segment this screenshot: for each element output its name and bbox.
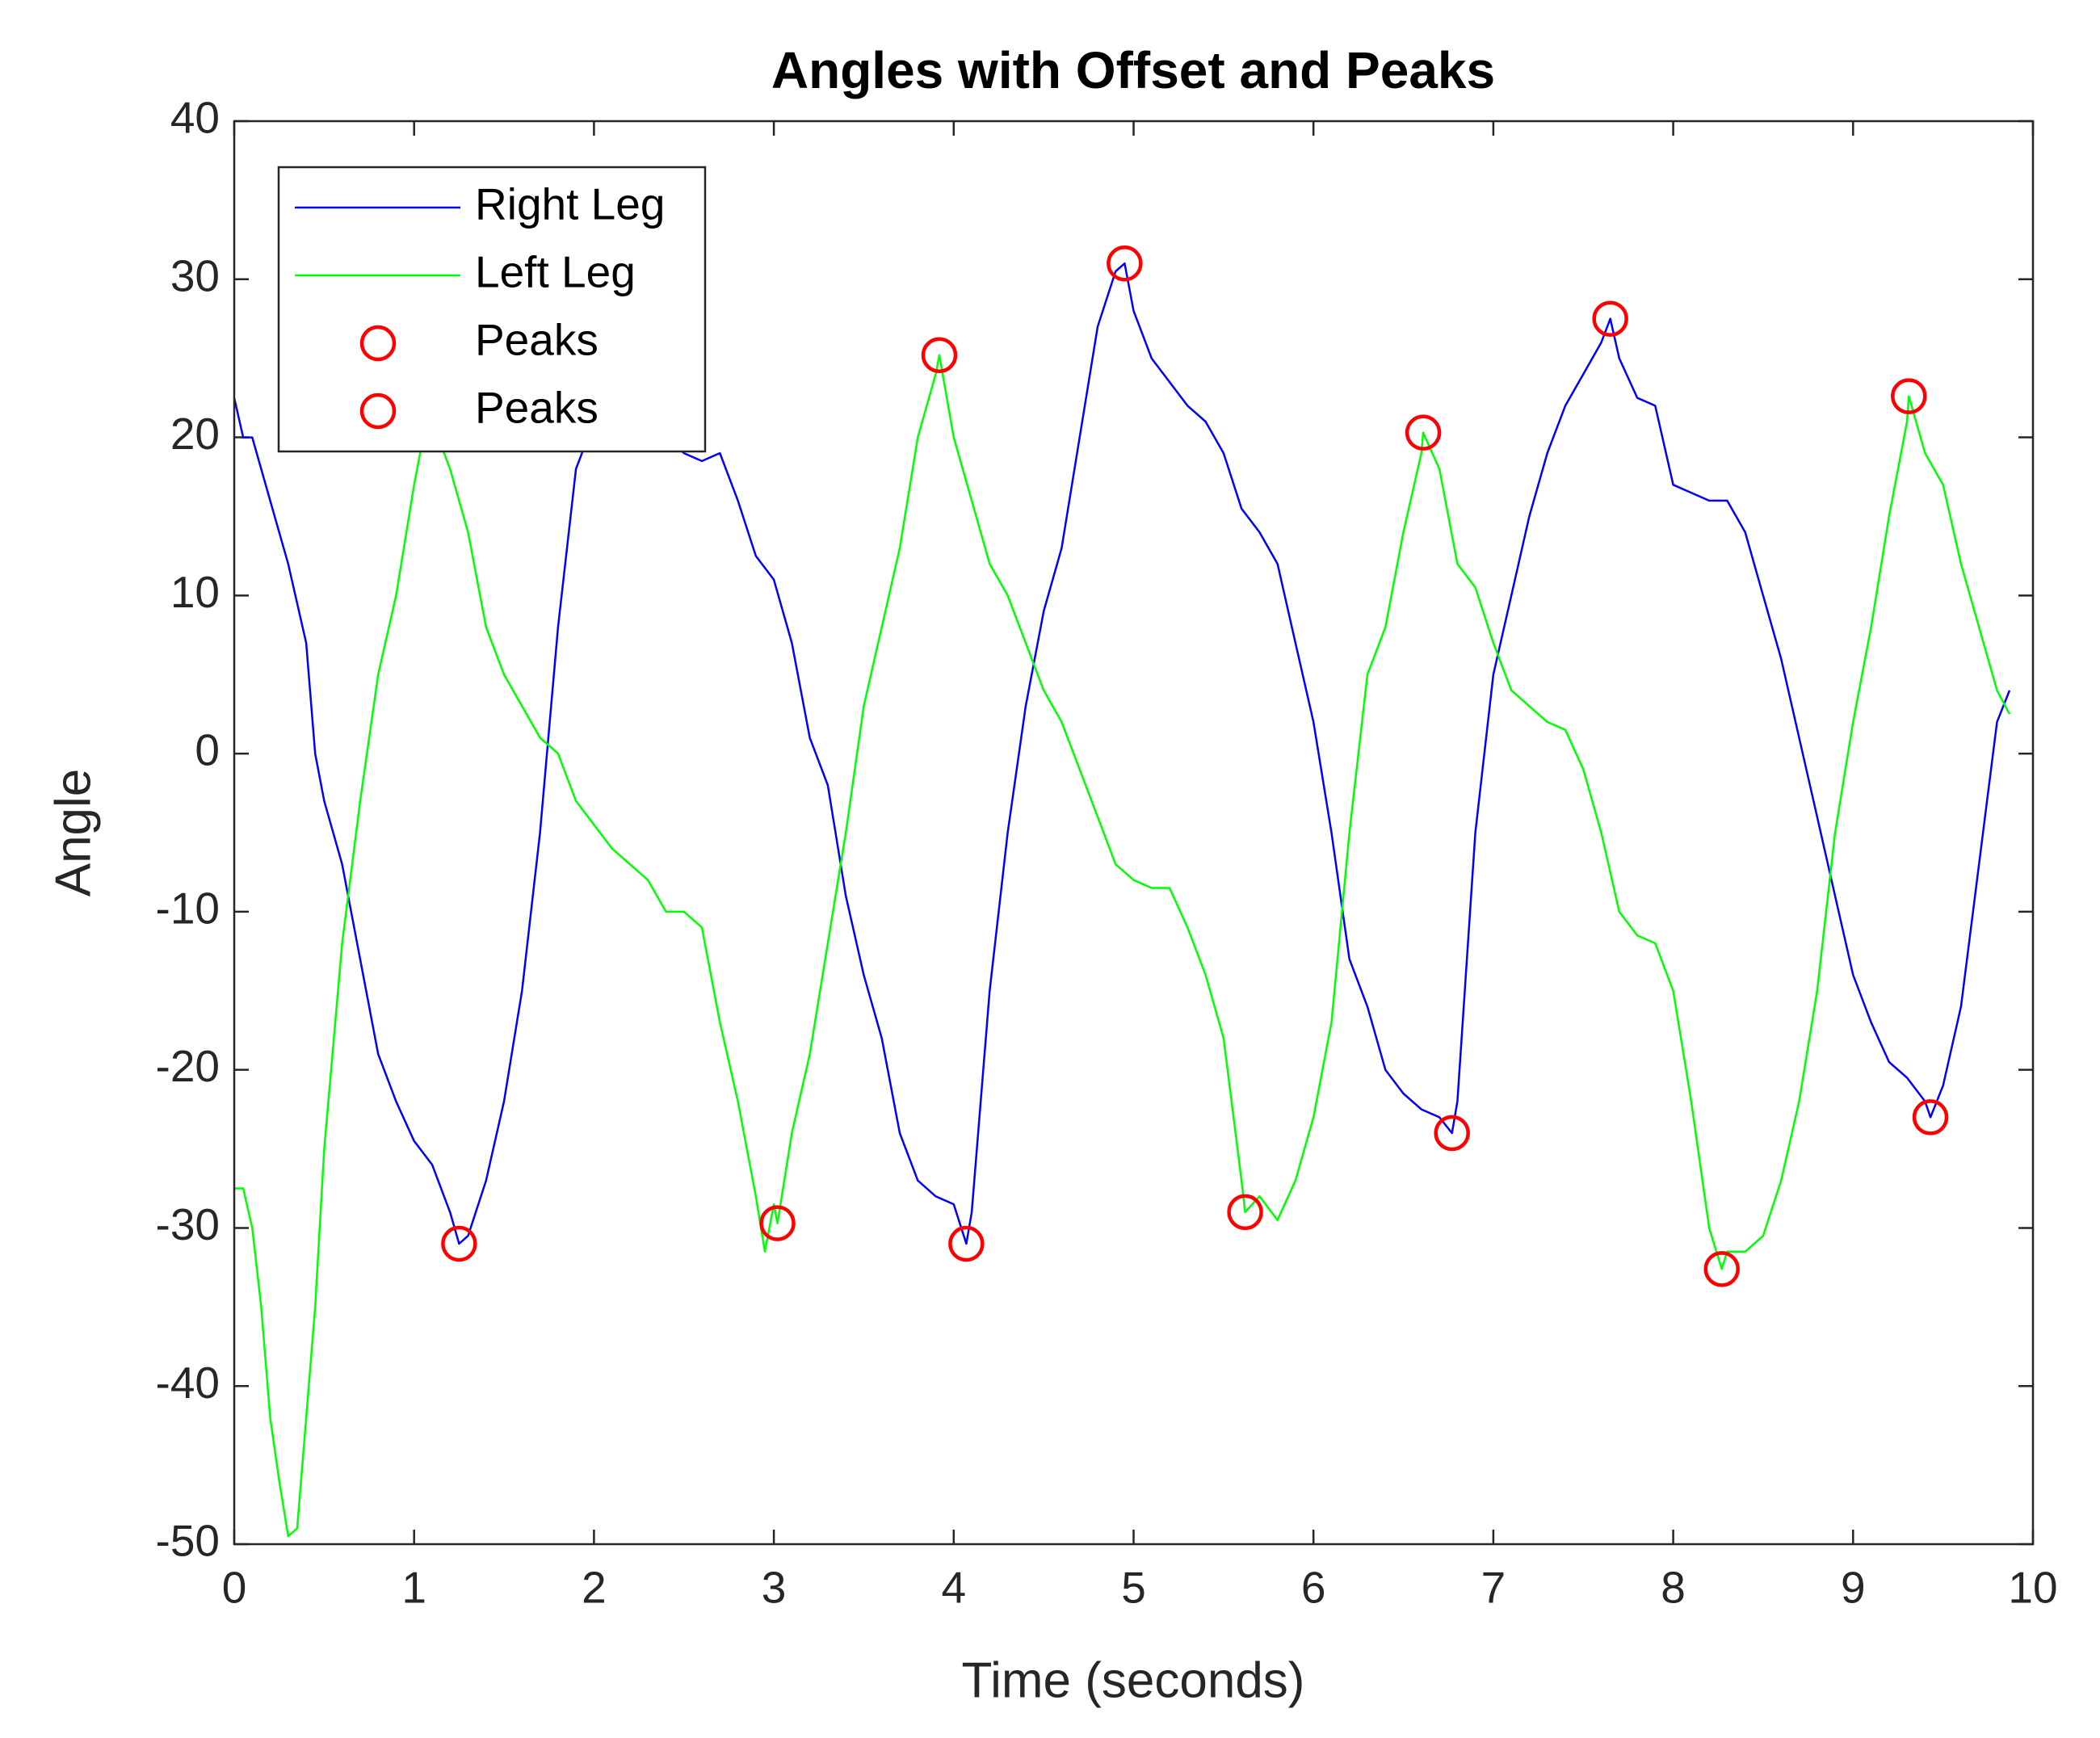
y-tick-label: -10 — [156, 883, 220, 933]
series-line — [233, 262, 2011, 1245]
peak-marker — [1434, 1115, 1470, 1152]
x-axis-label: Time (seconds) — [962, 1652, 1305, 1708]
legend-label: Left Leg — [475, 247, 636, 297]
x-tick-label: 8 — [1661, 1563, 1686, 1613]
peak-marker — [921, 337, 958, 374]
peak-marker — [1227, 1194, 1263, 1231]
y-tick-label: 0 — [195, 725, 220, 775]
y-tick-label: 40 — [170, 93, 220, 143]
x-tick-label: 1 — [401, 1563, 426, 1613]
y-tick-label: 10 — [170, 567, 220, 617]
peak-marker — [1107, 245, 1143, 282]
peak-marker — [1405, 414, 1442, 451]
legend-marker — [359, 393, 397, 430]
y-axis-label: Angle — [45, 769, 101, 897]
x-tick-label: 7 — [1481, 1563, 1506, 1613]
series-line — [234, 354, 2011, 1538]
chart-title: Angles with Offset and Peaks — [771, 41, 1495, 99]
x-tick-label: 2 — [582, 1563, 607, 1613]
legend-box — [277, 166, 707, 453]
legend-label: Peaks — [475, 315, 598, 365]
peak-marker — [948, 1225, 985, 1262]
y-tick-label: -30 — [156, 1199, 220, 1249]
x-tick-label: 10 — [2008, 1563, 2057, 1613]
y-tick-label: -40 — [156, 1358, 220, 1408]
y-tick-label: -20 — [156, 1041, 220, 1091]
x-tick-label: 9 — [1841, 1563, 1866, 1613]
peak-marker — [1703, 1251, 1740, 1287]
peak-marker — [759, 1205, 796, 1241]
peak-marker — [441, 1225, 477, 1262]
x-tick-label: 6 — [1301, 1563, 1326, 1613]
peak-marker — [1592, 300, 1628, 337]
x-tick-label: 3 — [762, 1563, 787, 1613]
legend-marker — [359, 325, 397, 362]
plot-frame — [233, 120, 2035, 1546]
x-tick-label: 4 — [942, 1563, 967, 1613]
legend: Right Leg Left Leg Peaks Peaks — [277, 166, 707, 453]
y-tick-label: 20 — [170, 409, 220, 459]
peak-marker — [1891, 378, 1927, 414]
peak-marker — [1912, 1099, 1949, 1136]
y-tick-label: 30 — [170, 250, 220, 300]
legend-label: Right Leg — [475, 179, 665, 229]
y-tick-label: -50 — [156, 1516, 220, 1566]
x-tick-label: 5 — [1121, 1563, 1146, 1613]
x-tick-label: 0 — [222, 1563, 247, 1613]
legend-label: Peaks — [475, 383, 598, 433]
